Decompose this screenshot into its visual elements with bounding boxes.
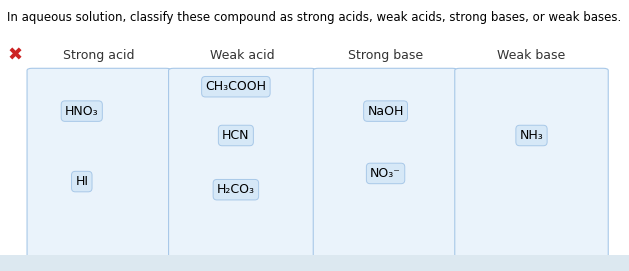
- FancyBboxPatch shape: [313, 68, 457, 257]
- FancyBboxPatch shape: [455, 68, 608, 257]
- Text: Weak acid: Weak acid: [210, 49, 274, 62]
- FancyBboxPatch shape: [169, 68, 316, 257]
- Text: HI: HI: [75, 175, 88, 188]
- Text: H₂CO₃: H₂CO₃: [217, 183, 255, 196]
- Text: Strong acid: Strong acid: [63, 49, 135, 62]
- Text: Strong base: Strong base: [348, 49, 423, 62]
- Text: NO₃⁻: NO₃⁻: [370, 167, 401, 180]
- Text: HCN: HCN: [222, 129, 250, 142]
- Text: NaOH: NaOH: [367, 105, 404, 118]
- Text: Weak base: Weak base: [498, 49, 565, 62]
- FancyBboxPatch shape: [0, 255, 629, 271]
- Text: HNO₃: HNO₃: [65, 105, 99, 118]
- Text: ✖: ✖: [8, 47, 23, 64]
- FancyBboxPatch shape: [27, 68, 171, 257]
- Text: In aqueous solution, classify these compound as strong acids, weak acids, strong: In aqueous solution, classify these comp…: [8, 11, 621, 24]
- Text: NH₃: NH₃: [520, 129, 543, 142]
- Text: CH₃COOH: CH₃COOH: [206, 80, 266, 93]
